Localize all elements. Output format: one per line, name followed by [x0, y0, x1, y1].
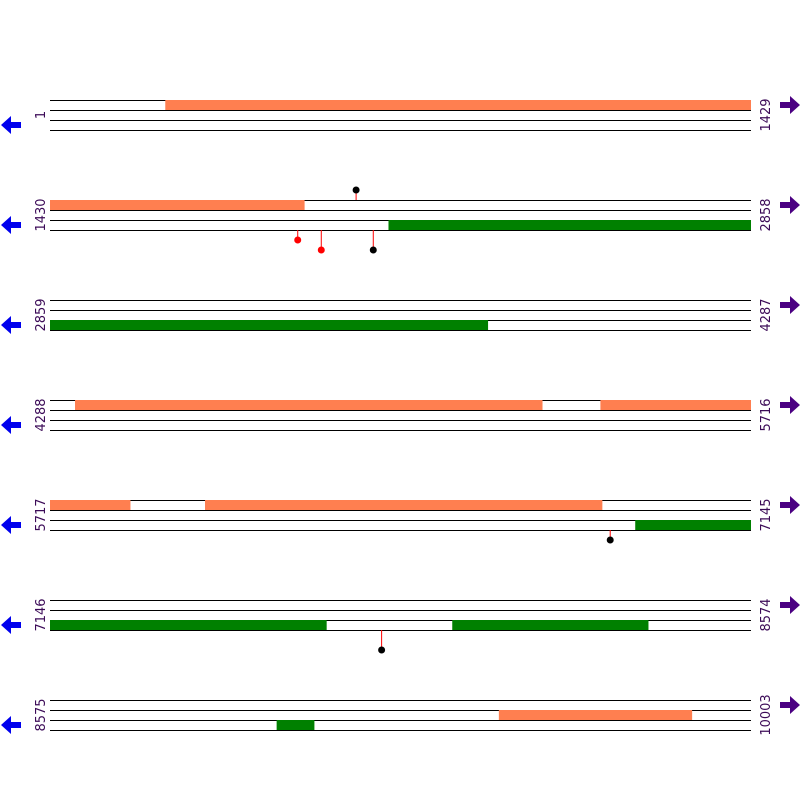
arrow-left-icon [1, 616, 21, 634]
forward-feature-bar [600, 400, 751, 410]
row-end-label: 5716 [759, 398, 774, 431]
forward-feature-bar [50, 200, 305, 210]
reverse-feature-bar [452, 620, 649, 630]
forward-feature-bar [50, 500, 131, 510]
marker-dot [606, 536, 614, 544]
row-start-label: 2859 [34, 298, 49, 331]
sequence-row: 8575 10003 [1, 694, 800, 736]
arrow-left-icon [1, 516, 21, 534]
reverse-feature-bar [50, 620, 327, 630]
row-end-label: 7145 [759, 498, 774, 531]
row-start-label: 1430 [34, 198, 49, 231]
reverse-feature-bar [50, 320, 489, 330]
sequence-row: 2859 4287 [1, 296, 800, 334]
forward-feature-bar [205, 500, 603, 510]
arrow-right-icon [780, 196, 800, 214]
sequence-row: 4288 5716 [1, 396, 800, 434]
forward-feature-bar [498, 710, 693, 720]
row-start-label: 4288 [34, 398, 49, 431]
sequence-row: 1430 2858 [1, 186, 800, 254]
arrow-right-icon [780, 696, 800, 714]
row-start-label: 8575 [34, 698, 49, 731]
reverse-feature-bar [635, 520, 751, 530]
sequence-row: 5717 7145 [1, 496, 800, 544]
reverse-feature-bar [276, 720, 315, 730]
row-end-label: 2858 [759, 198, 774, 231]
marker-dot [352, 186, 360, 194]
arrow-left-icon [1, 416, 21, 434]
forward-feature-bar [75, 400, 543, 410]
arrow-right-icon [780, 96, 800, 114]
row-end-label: 8574 [759, 598, 774, 631]
reverse-feature-bar [388, 220, 751, 230]
row-end-label: 10003 [759, 694, 774, 735]
sequence-row: 7146 8574 [1, 596, 800, 654]
marker-dot [378, 646, 386, 654]
marker-dot [369, 246, 377, 254]
arrow-right-icon [780, 596, 800, 614]
row-end-label: 1429 [759, 98, 774, 131]
arrow-right-icon [780, 396, 800, 414]
row-start-label: 1 [34, 111, 49, 119]
row-start-label: 5717 [34, 498, 49, 531]
forward-feature-bar [165, 100, 752, 110]
arrow-left-icon [1, 316, 21, 334]
arrow-left-icon [1, 716, 21, 734]
arrow-left-icon [1, 216, 21, 234]
marker-dot [317, 246, 325, 254]
arrow-left-icon [1, 116, 21, 134]
arrow-right-icon [780, 296, 800, 314]
sequence-row: 1 1429 [1, 96, 800, 134]
row-end-label: 4287 [759, 298, 774, 331]
marker-dot [294, 236, 302, 244]
row-start-label: 7146 [34, 598, 49, 631]
arrow-right-icon [780, 496, 800, 514]
